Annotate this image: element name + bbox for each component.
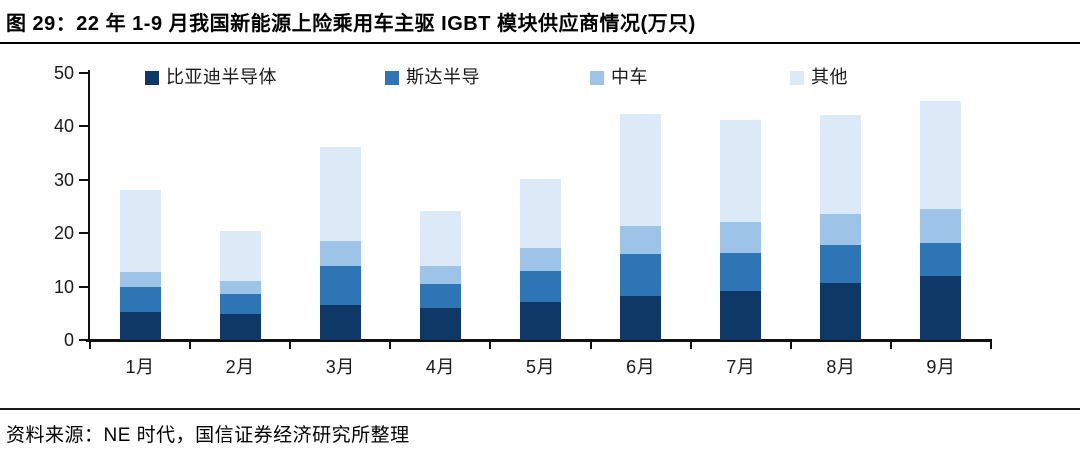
bar-segment-其他 bbox=[720, 119, 762, 222]
x-axis-category-label: 8月 bbox=[826, 357, 856, 377]
y-axis-tick bbox=[79, 285, 88, 288]
bar-segment-斯达半导 bbox=[520, 270, 561, 303]
bar-segment-中车 bbox=[419, 265, 461, 284]
bar-segment-中车 bbox=[119, 271, 161, 287]
y-axis-tick bbox=[79, 178, 88, 181]
bar-segment-比亚迪半导体 bbox=[319, 305, 361, 340]
bar-segment-斯达半导 bbox=[319, 265, 361, 306]
bar-segment-斯达半导 bbox=[820, 245, 862, 284]
bar-segment-斯达半导 bbox=[219, 294, 261, 314]
legend-swatch-icon bbox=[145, 71, 159, 85]
x-axis-tick bbox=[189, 341, 192, 349]
bar-segment-比亚迪半导体 bbox=[520, 302, 561, 340]
y-axis-tick-label: 40 bbox=[53, 116, 74, 137]
bar-segment-比亚迪半导体 bbox=[419, 307, 461, 340]
x-axis-tick bbox=[89, 341, 91, 349]
legend-label: 比亚迪半导体 bbox=[166, 67, 277, 87]
x-axis-tick bbox=[289, 341, 292, 349]
bar-segment-比亚迪半导体 bbox=[620, 295, 662, 340]
x-axis-category-label: 3月 bbox=[325, 357, 355, 377]
legend-item: 比亚迪半导体 bbox=[145, 63, 277, 87]
y-axis-tick-label: 20 bbox=[53, 223, 74, 244]
legend-item: 中车 bbox=[590, 63, 648, 87]
bar-segment-比亚迪半导体 bbox=[820, 283, 862, 340]
legend-label: 中车 bbox=[611, 67, 648, 87]
title-divider bbox=[0, 42, 1080, 44]
bar-segment-斯达半导 bbox=[720, 252, 762, 292]
bar-segment-斯达半导 bbox=[620, 254, 662, 296]
x-axis-category-label: 1月 bbox=[125, 357, 155, 377]
source-note: 资料来源：NE 时代，国信证券经济研究所整理 bbox=[6, 425, 410, 446]
bar-segment-中车 bbox=[720, 221, 762, 253]
bar-segment-中车 bbox=[620, 225, 662, 255]
bar-segment-其他 bbox=[419, 210, 461, 266]
bar-segment-中车 bbox=[820, 213, 862, 246]
x-axis-category-label: 5月 bbox=[525, 357, 555, 377]
x-axis-category-label: 4月 bbox=[425, 357, 455, 377]
figure-title: 图 29：22 年 1-9 月我国新能源上险乘用车主驱 IGBT 模块供应商情况… bbox=[6, 13, 696, 35]
bar-segment-其他 bbox=[319, 147, 361, 241]
x-axis-tick bbox=[589, 341, 592, 349]
source-divider bbox=[0, 408, 1080, 410]
x-axis-tick bbox=[489, 341, 492, 349]
legend-item: 其他 bbox=[790, 63, 848, 87]
y-axis-tick-label: 50 bbox=[53, 63, 74, 83]
x-axis-tick bbox=[889, 341, 892, 349]
y-axis-tick bbox=[79, 339, 88, 341]
bar-segment-中车 bbox=[920, 209, 962, 244]
x-axis-category-label: 7月 bbox=[726, 357, 756, 377]
bar-segment-斯达半导 bbox=[419, 283, 461, 308]
y-axis-line bbox=[88, 70, 90, 342]
bar-segment-中车 bbox=[520, 247, 561, 271]
x-axis-tick bbox=[990, 341, 992, 349]
bar-segment-比亚迪半导体 bbox=[920, 275, 962, 340]
y-axis-tick-label: 30 bbox=[53, 169, 74, 190]
bar-segment-其他 bbox=[920, 100, 962, 210]
y-axis-tick-label: 10 bbox=[53, 276, 74, 297]
legend-item: 斯达半导 bbox=[385, 63, 480, 87]
y-axis-tick bbox=[79, 72, 88, 74]
y-axis-tick bbox=[79, 125, 88, 128]
y-axis-tick-label: 0 bbox=[63, 330, 74, 350]
bar-segment-其他 bbox=[620, 113, 662, 226]
bar-segment-其他 bbox=[520, 179, 561, 248]
bar-segment-比亚迪半导体 bbox=[720, 291, 762, 340]
legend-label: 斯达半导 bbox=[406, 67, 480, 87]
x-axis-category-label: 9月 bbox=[926, 357, 956, 377]
legend-swatch-icon bbox=[385, 71, 399, 85]
bar-segment-斯达半导 bbox=[920, 243, 962, 276]
x-axis-tick bbox=[389, 341, 392, 349]
x-axis-category-label: 2月 bbox=[225, 357, 255, 377]
x-axis-tick bbox=[789, 341, 792, 349]
x-axis-line bbox=[86, 339, 992, 342]
y-axis-tick bbox=[79, 232, 88, 235]
bar-segment-中车 bbox=[319, 240, 361, 266]
bar-segment-斯达半导 bbox=[119, 286, 161, 313]
bar-segment-比亚迪半导体 bbox=[119, 312, 161, 340]
bar-segment-其他 bbox=[119, 190, 161, 272]
legend-swatch-icon bbox=[590, 71, 604, 85]
x-axis-category-label: 6月 bbox=[626, 357, 656, 377]
bar-segment-中车 bbox=[219, 280, 261, 295]
legend-swatch-icon bbox=[790, 71, 804, 85]
bar-segment-其他 bbox=[820, 115, 862, 214]
bar-segment-其他 bbox=[219, 230, 261, 281]
x-axis-tick bbox=[689, 341, 692, 349]
legend-label: 其他 bbox=[811, 67, 848, 87]
bar-segment-比亚迪半导体 bbox=[219, 313, 261, 340]
